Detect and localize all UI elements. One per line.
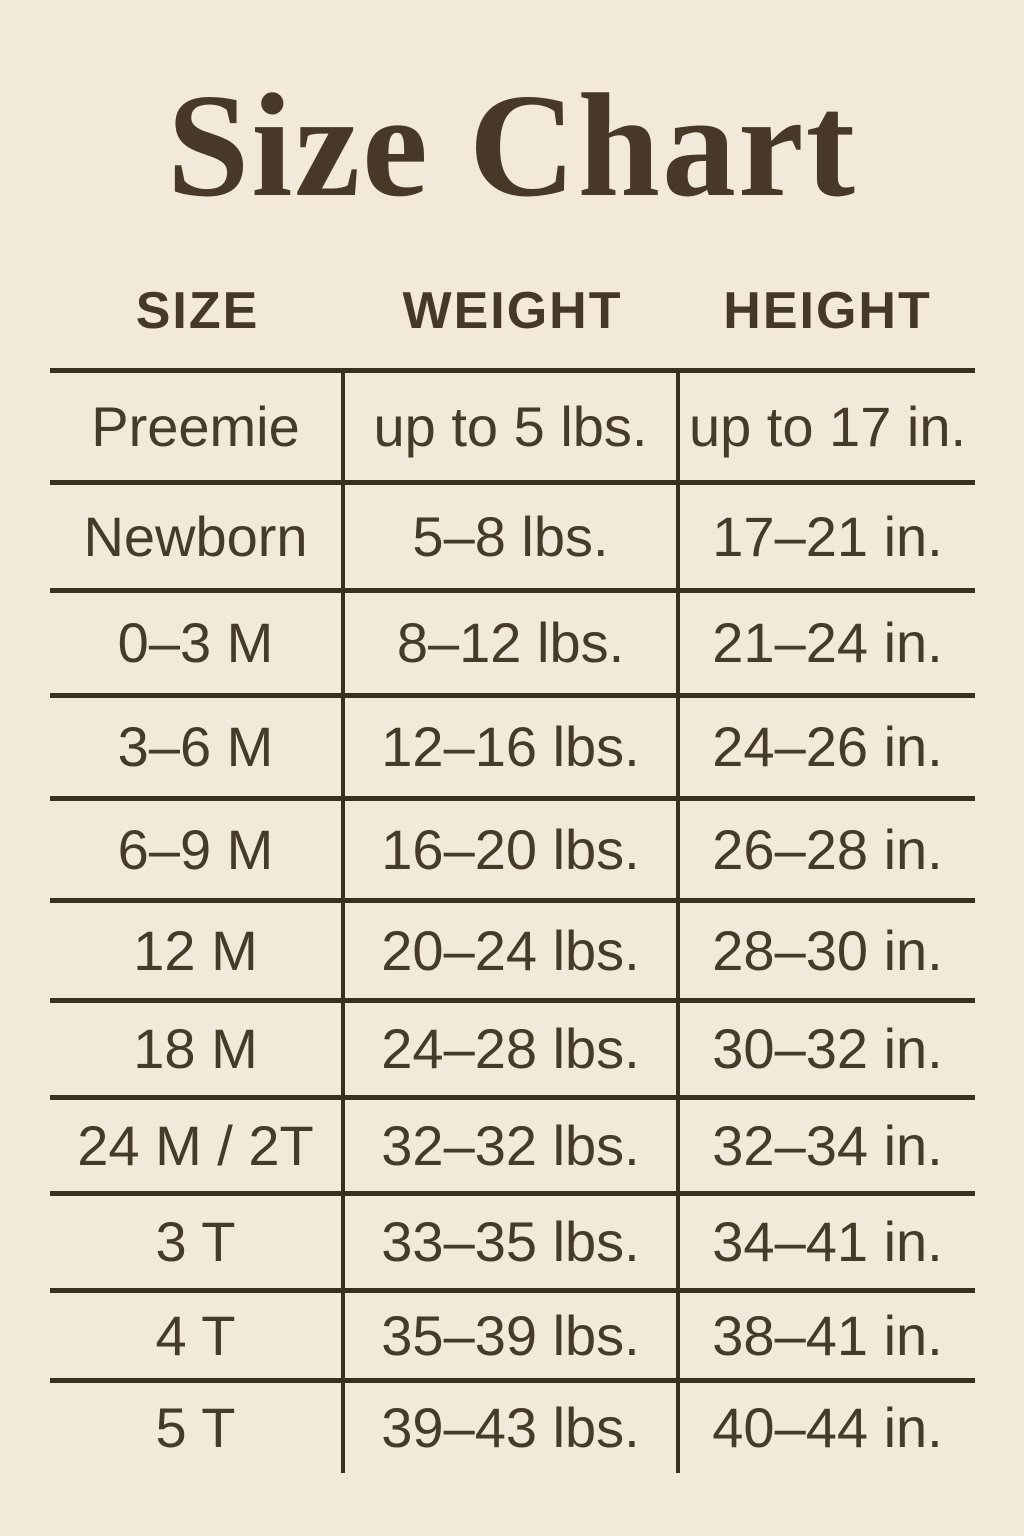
table-cell-height: up to 17 in. — [680, 373, 975, 485]
column-header-height: HEIGHT — [723, 281, 932, 340]
table-cell-size: 3–6 M — [50, 697, 345, 801]
table-cell-height: 26–28 in. — [680, 801, 975, 903]
table-cell-weight: 24–28 lbs. — [345, 1002, 680, 1100]
table-cell-size: Newborn — [50, 484, 345, 593]
table-cell-weight: 33–35 lbs. — [345, 1195, 680, 1293]
table-cell-height: 28–30 in. — [680, 903, 975, 1003]
table-cell-height: 21–24 in. — [680, 593, 975, 698]
table-cell-height: 34–41 in. — [680, 1196, 975, 1293]
table-cell-size: 4 T — [50, 1292, 345, 1383]
table-cell-size: 5 T — [50, 1382, 345, 1473]
table-header-row: SIZE WEIGHT HEIGHT — [50, 276, 975, 346]
table-cell-weight: 32–32 lbs. — [345, 1099, 680, 1196]
size-table: Preemie up to 5 lbs. up to 17 in. Newbor… — [50, 367, 975, 1473]
table-cell-height: 24–26 in. — [680, 698, 975, 801]
table-cell-height: 32–34 in. — [680, 1100, 975, 1196]
table-cell-height: 40–44 in. — [712, 1396, 943, 1460]
table-cell-weight: 35–39 lbs. — [345, 1292, 680, 1383]
column-header-size: SIZE — [135, 281, 260, 340]
column-header-weight: WEIGHT — [402, 281, 623, 340]
table-cell-size: 3 T — [50, 1195, 345, 1293]
table-cell-size: 12 M — [50, 902, 345, 1003]
table-cell-weight: 8–12 lbs. — [345, 592, 680, 698]
page-title: Size Chart — [167, 64, 857, 228]
table-cell-weight: 12–16 lbs. — [345, 697, 680, 801]
table-cell-size: 0–3 M — [50, 592, 345, 698]
table-cell-height: 38–41 in. — [680, 1293, 975, 1383]
table-cell-height: 30–32 in. — [680, 1003, 975, 1100]
table-cell-weight: 20–24 lbs. — [345, 902, 680, 1003]
table-cell-size: 6–9 M — [50, 800, 345, 903]
table-cell-weight: 39–43 lbs. — [345, 1382, 680, 1473]
table-cell-weight: 16–20 lbs. — [345, 800, 680, 903]
table-cell-weight: 5–8 lbs. — [345, 484, 680, 593]
table-cell-size: 18 M — [50, 1002, 345, 1100]
table-cell-height: 17–21 in. — [680, 485, 975, 593]
table-cell-weight: up to 5 lbs. — [345, 372, 680, 485]
table-cell-size: 24 M / 2T — [50, 1099, 345, 1196]
table-cell-size: Preemie — [50, 372, 345, 485]
